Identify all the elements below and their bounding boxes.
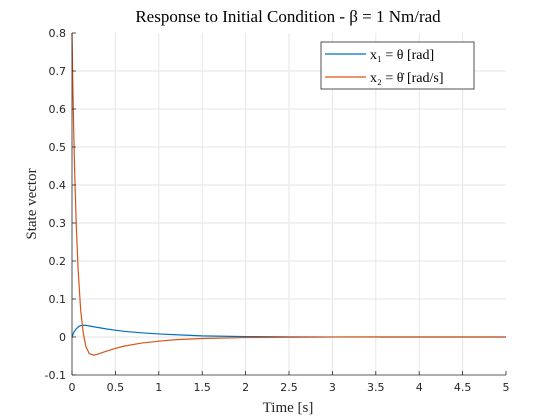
x-tick-label: 0.5 bbox=[107, 381, 125, 394]
legend-label-x2: x₂ = θ̇ [rad/s] bbox=[370, 71, 444, 86]
chart-title: Response to Initial Condition - β = 1 Nm… bbox=[135, 7, 441, 26]
x-tick-label: 1 bbox=[155, 381, 162, 394]
y-tick-label: -0.1 bbox=[45, 369, 66, 382]
legend: x₁ = θ [rad] x₂ = θ̇ [rad/s] bbox=[320, 41, 475, 90]
y-tick-label: 0.3 bbox=[49, 217, 67, 230]
y-tick-label: 0.8 bbox=[49, 27, 67, 40]
x-axis-label: Time [s] bbox=[263, 400, 314, 416]
y-tick-label: 0.5 bbox=[49, 141, 67, 154]
y-tick-label: 0.1 bbox=[49, 293, 67, 306]
axes bbox=[71, 32, 507, 376]
x-tick-label: 4 bbox=[416, 381, 423, 394]
x-tick-label: 1.5 bbox=[193, 381, 211, 394]
series-layer bbox=[71, 32, 506, 356]
y-tick-label: 0.6 bbox=[49, 103, 67, 116]
x-tick-label: 2.5 bbox=[280, 381, 298, 394]
x-tick-label: 5 bbox=[503, 381, 510, 394]
y-tick-label: 0.7 bbox=[49, 65, 67, 78]
x-tick-label: 0 bbox=[69, 381, 76, 394]
tick-labels: 0 0.5 1 1.5 2 2.5 3 3.5 4 4.5 5-0.100.10.20.30.40.… bbox=[45, 27, 510, 394]
y-tick-label: 0 bbox=[59, 331, 66, 344]
y-tick-label: 0.2 bbox=[49, 255, 67, 268]
legend-box bbox=[320, 41, 475, 90]
x-tick-label: 3 bbox=[329, 381, 336, 394]
y-axis-label: State vector bbox=[24, 168, 40, 239]
x-tick-label: 2 bbox=[242, 381, 249, 394]
series-line-2 bbox=[71, 32, 506, 356]
y-tick-label: 0.4 bbox=[49, 179, 67, 192]
legend-label-x1: x₁ = θ [rad] bbox=[370, 48, 434, 63]
x-tick-label: 3.5 bbox=[367, 381, 385, 394]
x-tick-label: 4.5 bbox=[454, 381, 472, 394]
